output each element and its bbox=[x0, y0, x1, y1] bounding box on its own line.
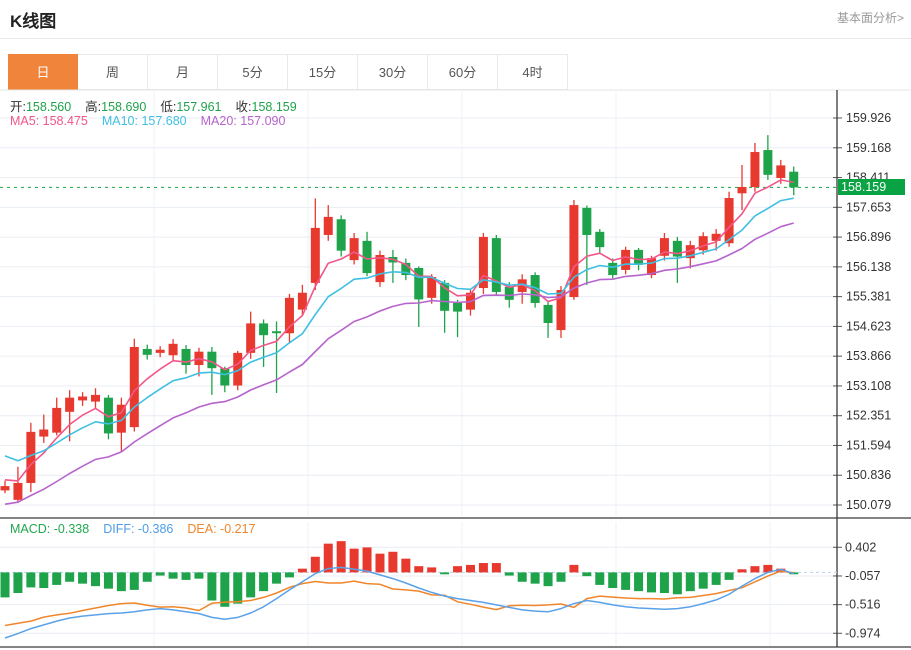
period-tab-bar: 日周月 5分 15分 30分 60分 4时 bbox=[8, 54, 568, 90]
label: DIFF: bbox=[103, 522, 138, 536]
svg-text:157.653: 157.653 bbox=[846, 200, 891, 214]
label: 开: bbox=[10, 100, 26, 114]
value: -0.217 bbox=[220, 522, 256, 536]
ohlc-readout: 开:158.560 高:158.690 低:157.961 收:158.159 bbox=[10, 96, 311, 115]
svg-text:153.866: 153.866 bbox=[846, 349, 891, 363]
current-price-badge: 158.159 bbox=[838, 179, 905, 195]
svg-text:0.402: 0.402 bbox=[845, 540, 876, 554]
svg-text:151.594: 151.594 bbox=[846, 438, 891, 452]
tab-月[interactable]: 月 bbox=[148, 54, 218, 90]
label: 低: bbox=[160, 100, 177, 114]
svg-text:156.138: 156.138 bbox=[846, 260, 891, 274]
fundamental-analysis-link[interactable]: 基本面分析> bbox=[836, 11, 904, 25]
svg-text:153.108: 153.108 bbox=[846, 379, 891, 393]
svg-text:-0.057: -0.057 bbox=[845, 569, 880, 583]
svg-text:155.381: 155.381 bbox=[846, 290, 891, 304]
svg-text:159.926: 159.926 bbox=[846, 111, 891, 125]
value: 157.090 bbox=[240, 114, 286, 128]
value: 158.560 bbox=[25, 100, 72, 114]
svg-text:-0.516: -0.516 bbox=[845, 598, 880, 612]
svg-text:152.351: 152.351 bbox=[846, 409, 891, 423]
value: 158.159 bbox=[251, 100, 297, 114]
label: MA5: bbox=[10, 114, 43, 128]
label: MA10: bbox=[101, 114, 142, 128]
label: DEA: bbox=[187, 522, 221, 536]
svg-text:154.623: 154.623 bbox=[846, 319, 891, 333]
label: MACD: bbox=[10, 522, 54, 536]
value: 158.690 bbox=[101, 100, 147, 114]
svg-text:-0.974: -0.974 bbox=[845, 626, 880, 640]
tab-30分[interactable]: 30分 bbox=[358, 54, 428, 90]
svg-text:150.079: 150.079 bbox=[846, 498, 891, 512]
header: K线图 基本面分析> bbox=[0, 0, 911, 39]
label: 高: bbox=[85, 100, 102, 114]
macd-readout: MACD: -0.338 DIFF: -0.386 DEA: -0.217 bbox=[10, 522, 269, 536]
value: -0.386 bbox=[137, 522, 174, 536]
label: 收: bbox=[235, 100, 252, 114]
tab-日[interactable]: 日 bbox=[8, 54, 78, 90]
tab-5分[interactable]: 5分 bbox=[218, 54, 288, 90]
svg-text:150.836: 150.836 bbox=[846, 468, 891, 482]
value: 157.961 bbox=[176, 100, 222, 114]
label: MA20: bbox=[200, 114, 241, 128]
value: 157.680 bbox=[141, 114, 187, 128]
svg-text:159.168: 159.168 bbox=[846, 141, 891, 155]
value: 158.475 bbox=[42, 114, 88, 128]
value: -0.338 bbox=[53, 522, 90, 536]
ma-readout: MA5: 158.475 MA10: 157.680 MA20: 157.090 bbox=[10, 114, 299, 128]
page-title: K线图 bbox=[10, 12, 57, 31]
svg-text:156.896: 156.896 bbox=[846, 230, 891, 244]
